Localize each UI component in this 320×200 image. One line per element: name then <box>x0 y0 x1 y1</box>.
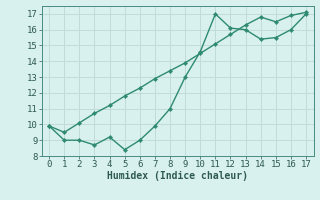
X-axis label: Humidex (Indice chaleur): Humidex (Indice chaleur) <box>107 171 248 181</box>
